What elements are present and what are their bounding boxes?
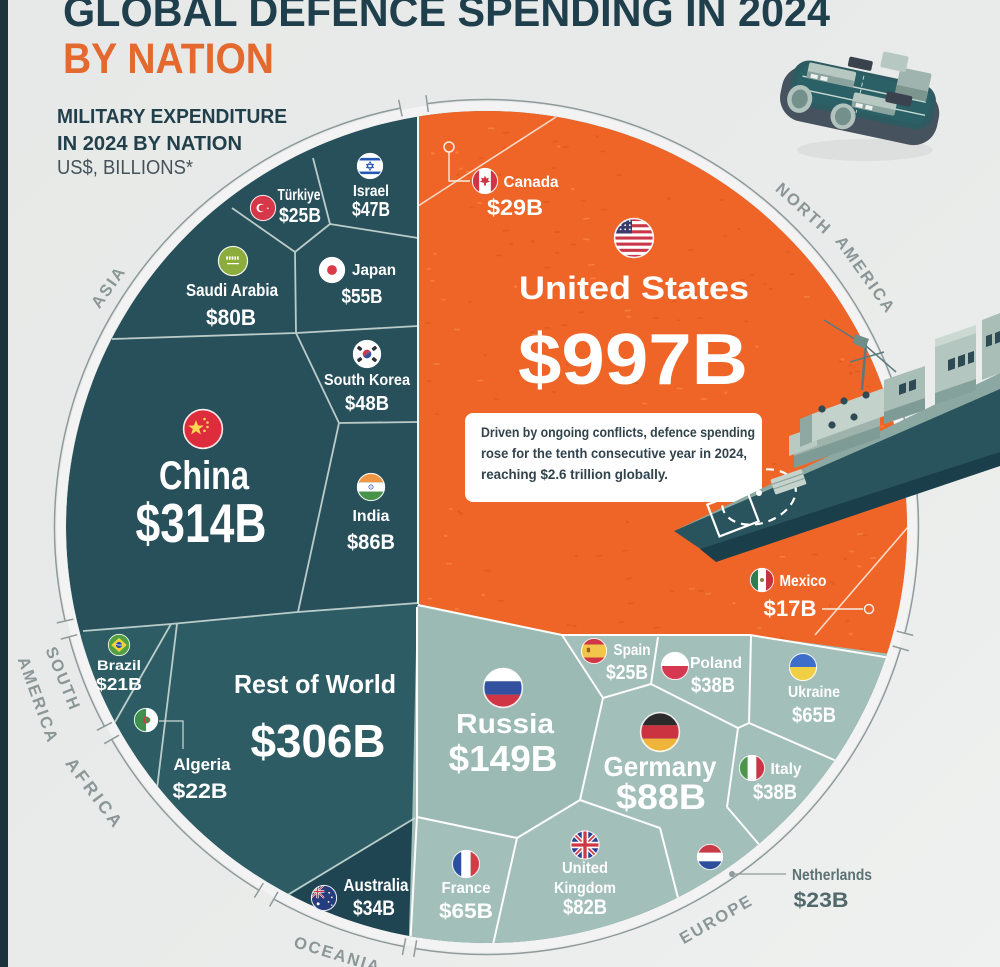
svg-text:$38B: $38B (753, 780, 797, 804)
svg-text:US$, BILLIONS*: US$, BILLIONS* (57, 157, 193, 179)
svg-text:Saudi Arabia: Saudi Arabia (186, 280, 278, 300)
svg-text:Kingdom: Kingdom (554, 880, 616, 897)
svg-text:$80B: $80B (206, 305, 256, 330)
svg-text:Germany: Germany (604, 751, 717, 782)
svg-text:United: United (562, 860, 608, 877)
svg-text:France: France (442, 880, 491, 897)
svg-text:$23B: $23B (794, 888, 849, 912)
svg-text:Driven by ongoing conflicts, d: Driven by ongoing conflicts, defence spe… (481, 424, 755, 440)
svg-text:GLOBAL DEFENCE SPENDING IN 202: GLOBAL DEFENCE SPENDING IN 2024 (63, 0, 830, 36)
svg-text:$55B: $55B (342, 286, 383, 308)
svg-text:Japan: Japan (352, 262, 396, 279)
svg-text:$29B: $29B (487, 195, 543, 220)
svg-text:$48B: $48B (345, 392, 389, 415)
svg-text:Spain: Spain (614, 642, 651, 659)
svg-text:$34B: $34B (353, 896, 395, 920)
svg-text:Italy: Italy (771, 761, 802, 778)
svg-text:$65B: $65B (792, 703, 836, 727)
svg-text:Türkiye: Türkiye (278, 187, 321, 204)
svg-text:Netherlands: Netherlands (792, 867, 872, 884)
svg-text:Israel: Israel (353, 183, 389, 200)
svg-text:reaching $2.6 trillion globall: reaching $2.6 trillion globally. (481, 466, 668, 482)
svg-text:$86B: $86B (347, 530, 395, 554)
svg-text:$88B: $88B (616, 778, 706, 817)
svg-text:$25B: $25B (606, 662, 648, 684)
svg-text:$21B: $21B (96, 674, 142, 694)
svg-text:$47B: $47B (352, 199, 390, 221)
svg-text:$25B: $25B (279, 205, 321, 227)
svg-text:Canada: Canada (504, 174, 559, 191)
svg-text:MILITARY EXPENDITURE: MILITARY EXPENDITURE (57, 106, 287, 128)
svg-text:$314B: $314B (136, 492, 267, 554)
svg-text:$65B: $65B (439, 899, 493, 923)
svg-text:BY NATION: BY NATION (63, 35, 274, 83)
svg-text:Brazil: Brazil (97, 657, 141, 673)
svg-text:$997B: $997B (518, 320, 748, 400)
svg-text:rose for the tenth consecutive: rose for the tenth consecutive year in 2… (481, 445, 747, 461)
svg-text:$17B: $17B (764, 596, 817, 621)
svg-text:Ukraine: Ukraine (788, 684, 840, 701)
svg-text:$149B: $149B (449, 738, 558, 779)
svg-text:$38B: $38B (691, 673, 735, 697)
svg-text:China: China (159, 454, 250, 498)
svg-text:South Korea: South Korea (324, 372, 410, 389)
svg-text:Rest of World: Rest of World (234, 669, 396, 699)
svg-text:Poland: Poland (690, 655, 742, 672)
svg-text:IN 2024 BY NATION: IN 2024 BY NATION (57, 133, 242, 155)
svg-text:$22B: $22B (173, 779, 228, 803)
svg-text:$82B: $82B (563, 895, 607, 919)
svg-text:India: India (353, 508, 390, 525)
svg-text:Australia: Australia (344, 875, 409, 895)
svg-text:Mexico: Mexico (780, 573, 827, 590)
svg-text:United States: United States (519, 270, 749, 306)
svg-text:Russia: Russia (456, 708, 554, 739)
svg-text:Algeria: Algeria (174, 756, 232, 774)
svg-text:$306B: $306B (251, 715, 386, 767)
